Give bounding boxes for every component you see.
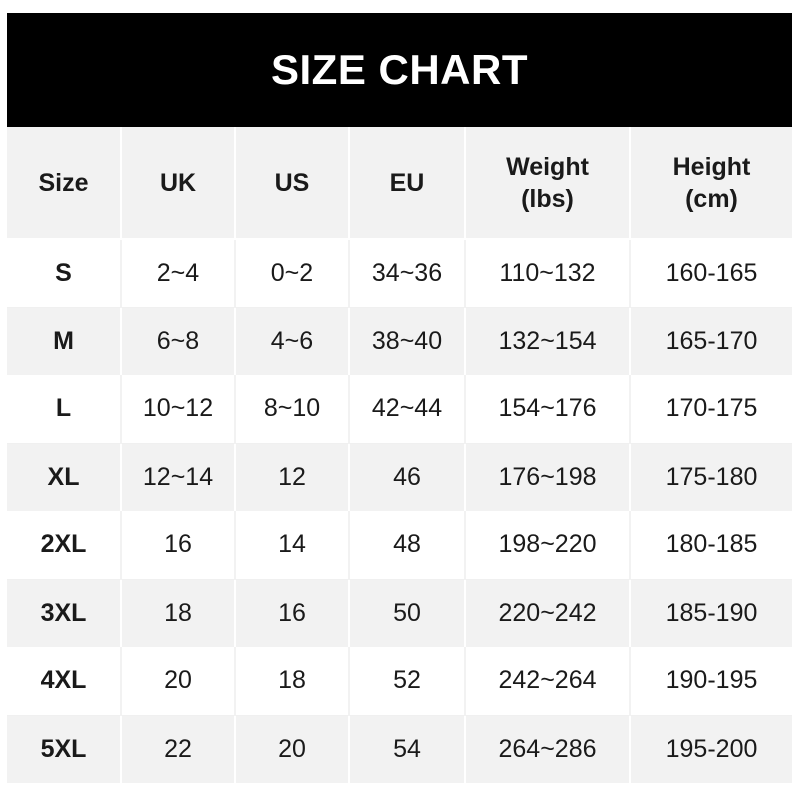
column-header-height-line2: (cm) xyxy=(685,184,738,213)
page-title: SIZE CHART xyxy=(271,46,528,93)
cell-size: 4XL xyxy=(7,647,122,715)
table-row: L 10~12 8~10 42~44 154~176 170-175 xyxy=(7,375,792,443)
cell-us: 0~2 xyxy=(235,239,350,307)
cell-uk: 18 xyxy=(121,579,236,647)
cell-weight: 264~286 xyxy=(465,715,631,783)
table-row: 2XL 16 14 48 198~220 180-185 xyxy=(7,511,792,579)
column-header-uk: UK xyxy=(121,127,236,240)
table-header-row: Size UK US EU Weight (lbs) Height (cm) xyxy=(7,127,792,240)
cell-weight: 110~132 xyxy=(465,239,631,307)
title-banner: SIZE CHART xyxy=(7,13,792,127)
cell-eu: 42~44 xyxy=(349,375,466,443)
column-header-weight-line2: (lbs) xyxy=(521,184,574,213)
cell-height: 160-165 xyxy=(630,239,792,307)
cell-us: 8~10 xyxy=(235,375,350,443)
cell-weight: 132~154 xyxy=(465,307,631,375)
cell-us: 14 xyxy=(235,511,350,579)
cell-size: L xyxy=(7,375,122,443)
cell-us: 12 xyxy=(235,443,350,511)
column-header-size: Size xyxy=(7,127,122,240)
cell-height: 180-185 xyxy=(630,511,792,579)
cell-size: 2XL xyxy=(7,511,122,579)
table-body: S 2~4 0~2 34~36 110~132 160-165 M 6~8 4~6 38~40 13… xyxy=(7,239,792,783)
cell-size: 5XL xyxy=(7,715,122,783)
cell-us: 4~6 xyxy=(235,307,350,375)
column-header-weight-line1: Weight xyxy=(506,152,589,181)
table-row: 5XL 22 20 54 264~286 195-200 xyxy=(7,715,792,783)
column-header-us: US xyxy=(235,127,350,240)
cell-size: 3XL xyxy=(7,579,122,647)
cell-uk: 12~14 xyxy=(121,443,236,511)
cell-uk: 22 xyxy=(121,715,236,783)
cell-height: 185-190 xyxy=(630,579,792,647)
cell-uk: 10~12 xyxy=(121,375,236,443)
table-row: M 6~8 4~6 38~40 132~154 165-170 xyxy=(7,307,792,375)
cell-us: 18 xyxy=(235,647,350,715)
cell-size: XL xyxy=(7,443,122,511)
cell-height: 195-200 xyxy=(630,715,792,783)
column-header-height-line1: Height xyxy=(672,152,751,181)
size-chart-table: Size UK US EU Weight (lbs) Height (cm) S… xyxy=(7,127,792,783)
cell-us: 20 xyxy=(235,715,350,783)
cell-size: M xyxy=(7,307,122,375)
cell-height: 165-170 xyxy=(630,307,792,375)
table-row: 3XL 18 16 50 220~242 185-190 xyxy=(7,579,792,647)
cell-uk: 16 xyxy=(121,511,236,579)
cell-size: S xyxy=(7,239,122,307)
table-row: S 2~4 0~2 34~36 110~132 160-165 xyxy=(7,239,792,307)
column-header-weight: Weight (lbs) xyxy=(465,127,631,240)
cell-us: 16 xyxy=(235,579,350,647)
size-chart-container: SIZE CHART Size UK US EU Weight (lbs) xyxy=(7,13,792,783)
cell-eu: 34~36 xyxy=(349,239,466,307)
cell-height: 170-175 xyxy=(630,375,792,443)
cell-uk: 20 xyxy=(121,647,236,715)
column-header-height: Height (cm) xyxy=(630,127,792,240)
table-header: Size UK US EU Weight (lbs) Height (cm) xyxy=(7,127,792,240)
cell-eu: 48 xyxy=(349,511,466,579)
column-header-eu: EU xyxy=(349,127,466,240)
cell-eu: 46 xyxy=(349,443,466,511)
cell-weight: 176~198 xyxy=(465,443,631,511)
cell-height: 190-195 xyxy=(630,647,792,715)
cell-eu: 52 xyxy=(349,647,466,715)
cell-weight: 198~220 xyxy=(465,511,631,579)
cell-uk: 2~4 xyxy=(121,239,236,307)
cell-eu: 38~40 xyxy=(349,307,466,375)
cell-eu: 50 xyxy=(349,579,466,647)
cell-weight: 242~264 xyxy=(465,647,631,715)
cell-weight: 154~176 xyxy=(465,375,631,443)
cell-weight: 220~242 xyxy=(465,579,631,647)
cell-uk: 6~8 xyxy=(121,307,236,375)
cell-eu: 54 xyxy=(349,715,466,783)
table-row: 4XL 20 18 52 242~264 190-195 xyxy=(7,647,792,715)
cell-height: 175-180 xyxy=(630,443,792,511)
table-row: XL 12~14 12 46 176~198 175-180 xyxy=(7,443,792,511)
